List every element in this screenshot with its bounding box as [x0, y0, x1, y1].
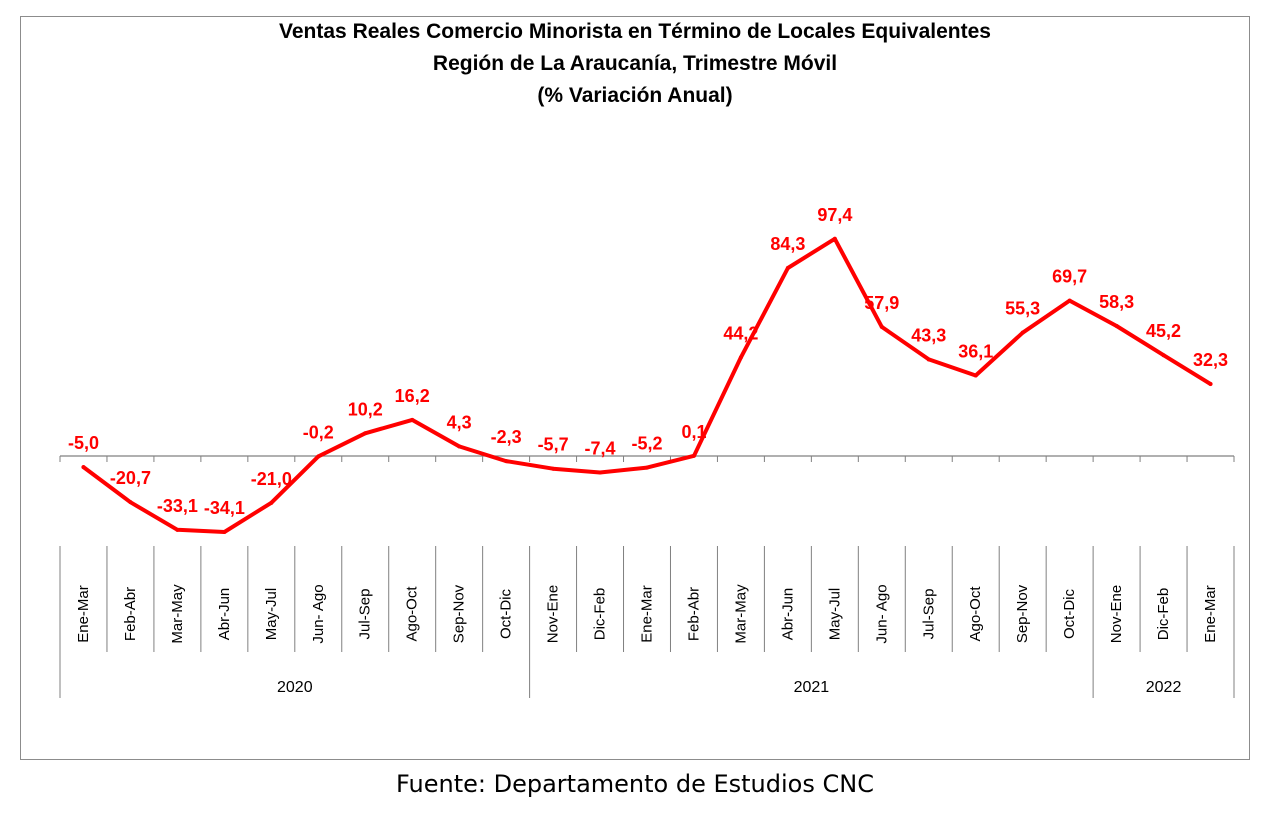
data-point — [1020, 330, 1025, 335]
year-group-label: 2022 — [1146, 679, 1182, 696]
data-point — [410, 417, 415, 422]
category-label: Jul-Sep — [920, 589, 937, 640]
category-label: Feb-Abr — [685, 587, 702, 641]
data-point — [832, 236, 837, 241]
category-label: Sep-Nov — [451, 584, 468, 643]
category-label: Sep-Nov — [1014, 584, 1031, 643]
data-point — [504, 459, 509, 464]
data-label: 16,2 — [395, 386, 430, 406]
data-point — [1067, 298, 1072, 303]
data-point — [785, 266, 790, 271]
data-point — [81, 465, 86, 470]
category-label: Jun- Ago — [873, 584, 890, 643]
data-point — [269, 500, 274, 505]
data-point — [926, 357, 931, 362]
data-label: 58,3 — [1099, 292, 1134, 312]
category-label: Ago-Oct — [404, 586, 421, 642]
category-label: Mar-May — [732, 584, 749, 644]
data-label: -21,0 — [251, 469, 292, 489]
data-point — [691, 453, 696, 458]
data-label: 45,2 — [1146, 321, 1181, 341]
data-point — [457, 444, 462, 449]
data-label: 57,9 — [864, 293, 899, 313]
data-label: -0,2 — [303, 422, 334, 442]
data-label: -7,4 — [585, 439, 616, 459]
chart-frame — [20, 16, 1250, 760]
category-label: Oct-Dic — [1061, 589, 1078, 639]
category-label: May-Jul — [826, 588, 843, 641]
data-point — [973, 373, 978, 378]
category-label: Dic-Feb — [1155, 588, 1172, 641]
data-label: 55,3 — [1005, 299, 1040, 319]
data-point — [363, 431, 368, 436]
data-point — [222, 530, 227, 535]
category-label: Oct-Dic — [498, 589, 515, 639]
category-label: Mar-May — [169, 584, 186, 644]
category-label: Dic-Feb — [592, 588, 609, 641]
data-point — [128, 500, 133, 505]
data-label: -34,1 — [204, 498, 245, 518]
data-label: -5,7 — [538, 435, 569, 455]
chart-subtitle-region: Región de La Araucanía, Trimestre Móvil — [432, 52, 838, 75]
data-label: -33,1 — [157, 496, 198, 516]
data-label: -20,7 — [110, 468, 151, 488]
chart-titles: Ventas Reales Comercio Minorista en Térm… — [0, 16, 1270, 112]
data-point — [738, 355, 743, 360]
category-label: Feb-Abr — [122, 587, 139, 641]
category-label: Abr-Jun — [216, 588, 233, 641]
category-label: Nov-Ene — [545, 585, 562, 643]
data-point — [645, 465, 649, 470]
category-label: Nov-Ene — [1108, 585, 1125, 643]
data-label: -5,2 — [631, 434, 662, 454]
data-label: 4,3 — [447, 412, 472, 432]
data-point — [1114, 323, 1119, 328]
data-label: 97,4 — [817, 205, 852, 225]
source-note: Fuente: Departamento de Estudios CNC — [396, 770, 874, 798]
data-point — [1208, 381, 1213, 386]
chart-subtitle-unit: (% Variación Anual) — [537, 84, 733, 107]
data-label: 69,7 — [1052, 267, 1087, 287]
category-label: Ene-Mar — [639, 585, 656, 643]
year-group-label: 2021 — [794, 679, 830, 696]
category-label: Ene-Mar — [1202, 585, 1219, 643]
data-point — [551, 466, 556, 471]
category-label: Ago-Oct — [967, 586, 984, 642]
data-point — [316, 454, 321, 459]
data-label: 84,3 — [770, 234, 805, 254]
data-point — [175, 527, 180, 532]
data-label: 43,3 — [911, 325, 946, 345]
data-label: 0,1 — [681, 422, 706, 442]
data-label: -2,3 — [491, 427, 522, 447]
year-group-label: 2020 — [277, 679, 313, 696]
data-point — [598, 470, 603, 475]
category-label: Abr-Jun — [779, 588, 796, 641]
data-label: 32,3 — [1193, 350, 1228, 370]
category-label: Jun- Ago — [310, 584, 327, 643]
data-point — [879, 324, 884, 329]
chart-title: Ventas Reales Comercio Minorista en Térm… — [279, 20, 991, 43]
data-label: 10,2 — [348, 399, 383, 419]
data-label: 44,2 — [723, 323, 758, 343]
data-label: 36,1 — [958, 341, 993, 361]
category-label: Jul-Sep — [357, 589, 374, 640]
category-label: Ene-Mar — [75, 585, 92, 643]
data-label: -5,0 — [68, 433, 99, 453]
data-point — [1161, 353, 1166, 358]
category-label: May-Jul — [263, 588, 280, 641]
